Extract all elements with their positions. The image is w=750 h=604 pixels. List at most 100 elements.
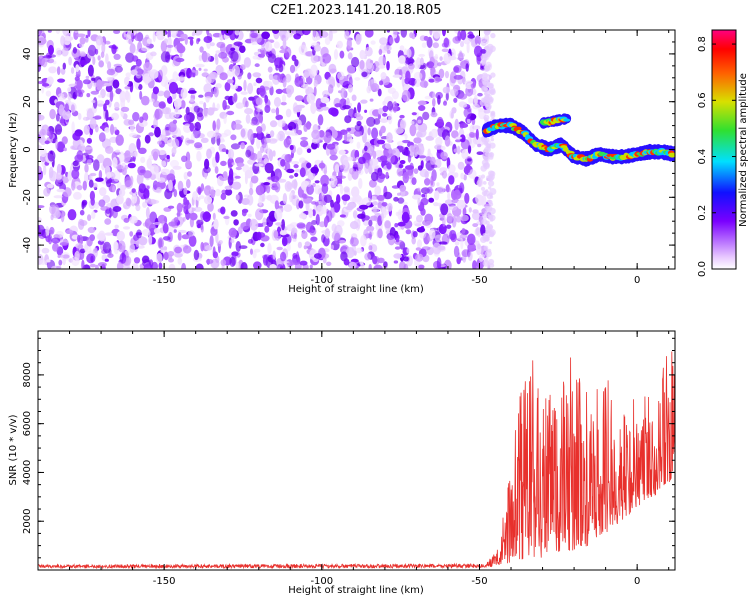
snr-x-axis-label: Height of straight line (km) bbox=[288, 585, 424, 596]
noise-blob bbox=[185, 160, 192, 169]
noise-blob bbox=[98, 94, 102, 98]
noise-blob bbox=[193, 206, 203, 212]
noise-blob bbox=[143, 170, 152, 179]
noise-blob bbox=[135, 204, 141, 212]
noise-blob bbox=[268, 138, 278, 144]
noise-blob bbox=[485, 96, 492, 104]
noise-blob bbox=[480, 236, 487, 244]
noise-blob bbox=[272, 150, 276, 157]
noise-blob bbox=[215, 50, 221, 54]
noise-blob bbox=[268, 149, 274, 162]
snr-x-tick-label: -100 bbox=[310, 576, 333, 587]
noise-blob bbox=[399, 160, 406, 165]
noise-blob bbox=[119, 252, 127, 264]
noise-blob bbox=[84, 163, 89, 173]
noise-blob bbox=[104, 232, 114, 236]
noise-blob bbox=[284, 131, 294, 136]
noise-blob bbox=[261, 48, 265, 59]
noise-blob bbox=[61, 136, 68, 145]
noise-blob bbox=[189, 71, 195, 78]
noise-blob bbox=[79, 37, 86, 45]
noise-blob bbox=[398, 69, 403, 80]
noise-blob bbox=[38, 37, 47, 45]
noise-blob bbox=[480, 37, 486, 43]
noise-blob bbox=[269, 130, 275, 138]
noise-blob bbox=[238, 245, 248, 250]
noise-blob bbox=[142, 229, 151, 237]
noise-blob bbox=[193, 249, 200, 261]
noise-blob bbox=[67, 87, 72, 93]
noise-blob bbox=[423, 35, 429, 41]
noise-blob bbox=[135, 68, 144, 75]
noise-blob bbox=[220, 30, 225, 36]
noise-blob bbox=[402, 201, 408, 206]
noise-blob bbox=[344, 30, 350, 40]
noise-blob bbox=[123, 204, 127, 209]
noise-blob bbox=[370, 83, 380, 92]
colorbar: 0.0 0.2 0.4 0.6 0.8 Normalized spectral ampl… bbox=[697, 29, 749, 277]
noise-blob bbox=[421, 42, 427, 48]
noise-blob bbox=[293, 106, 302, 113]
noise-blob bbox=[116, 194, 124, 205]
noise-blob bbox=[338, 239, 346, 244]
noise-blob bbox=[442, 86, 451, 94]
noise-blob bbox=[461, 227, 466, 234]
noise-blob bbox=[411, 33, 416, 40]
noise-blob bbox=[420, 208, 426, 216]
noise-blob bbox=[430, 175, 434, 186]
noise-blob bbox=[429, 50, 434, 60]
noise-blob bbox=[59, 242, 69, 246]
noise-blob bbox=[459, 182, 465, 194]
noise-blob bbox=[53, 195, 63, 199]
noise-blob bbox=[39, 148, 47, 158]
noise-blob bbox=[39, 137, 47, 146]
noise-blob bbox=[197, 117, 201, 122]
noise-blob bbox=[79, 248, 86, 254]
noise-blob bbox=[343, 186, 350, 193]
noise-blob bbox=[371, 127, 379, 140]
noise-blob bbox=[199, 195, 205, 200]
noise-blob bbox=[85, 154, 94, 160]
noise-blob bbox=[79, 51, 86, 55]
noise-blob bbox=[105, 145, 114, 154]
noise-blob bbox=[237, 226, 243, 235]
noise-blob bbox=[394, 246, 401, 250]
noise-blob bbox=[409, 124, 417, 137]
noise-blob bbox=[71, 181, 76, 191]
noise-blob bbox=[62, 254, 70, 259]
noise-blob bbox=[281, 236, 288, 247]
noise-blob bbox=[422, 219, 431, 226]
noise-blob bbox=[459, 123, 469, 128]
noise-blob bbox=[176, 42, 184, 52]
noise-blob bbox=[233, 92, 238, 103]
noise-blob bbox=[165, 107, 172, 115]
noise-blob bbox=[436, 182, 440, 187]
noise-blob bbox=[430, 111, 438, 118]
noise-blob bbox=[41, 85, 45, 94]
noise-blob bbox=[86, 93, 91, 98]
noise-blob bbox=[400, 119, 407, 130]
noise-blob bbox=[438, 68, 445, 79]
noise-blob bbox=[71, 121, 75, 134]
noise-blob bbox=[455, 139, 462, 143]
noise-blob bbox=[350, 258, 359, 263]
spectrogram-x-tick-label: -150 bbox=[153, 275, 176, 286]
noise-blob bbox=[382, 112, 388, 117]
noise-blob bbox=[39, 55, 43, 59]
noise-blob bbox=[424, 170, 430, 179]
noise-blob bbox=[489, 88, 496, 96]
noise-blob bbox=[189, 122, 195, 132]
noise-blob bbox=[157, 237, 164, 249]
noise-blob bbox=[74, 154, 84, 163]
noise-blob bbox=[355, 196, 363, 205]
noise-blob bbox=[370, 195, 377, 202]
noise-blob bbox=[296, 222, 306, 229]
noise-blob bbox=[149, 98, 155, 103]
noise-blob bbox=[317, 201, 323, 208]
noise-blob bbox=[240, 91, 248, 95]
noise-blob bbox=[273, 230, 279, 239]
noise-blob bbox=[488, 180, 495, 187]
noise-blob bbox=[197, 223, 201, 229]
noise-blob bbox=[92, 97, 98, 109]
noise-blob bbox=[71, 257, 80, 266]
